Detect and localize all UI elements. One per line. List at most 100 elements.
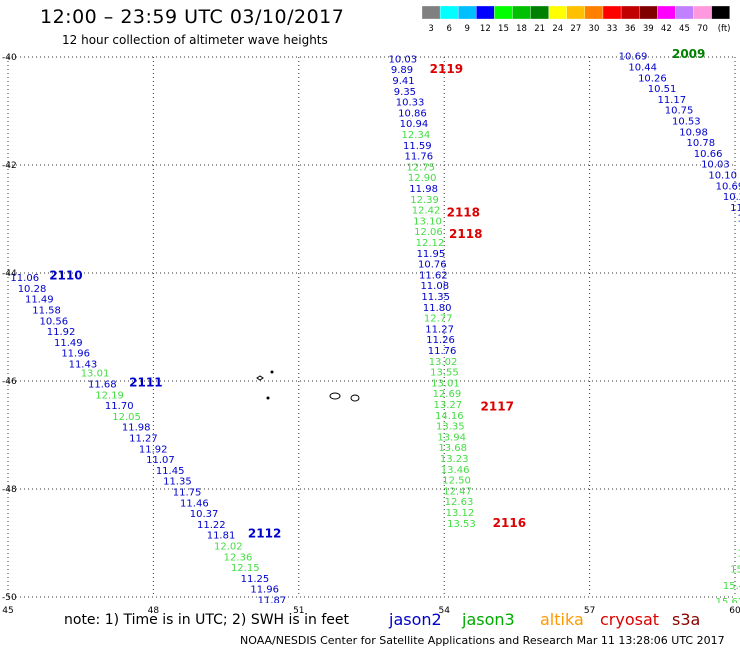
color-scale-label: 27 xyxy=(570,24,581,34)
wave-height-reading: 9.41 xyxy=(392,76,414,87)
color-scale-label: 39 xyxy=(643,24,654,34)
wave-height-reading: 11.62 xyxy=(419,270,448,281)
y-tick-label: -46 xyxy=(2,377,17,387)
footer-credit: NOAA/NESDIS Center for Satellite Applica… xyxy=(240,634,725,647)
wave-height-reading: 13.02 xyxy=(429,357,458,368)
wave-height-reading: 11.96 xyxy=(250,585,279,596)
x-tick-label: 51 xyxy=(293,606,304,616)
wave-height-reading: 15 xyxy=(737,549,740,560)
wave-height-reading: 11.59 xyxy=(403,141,432,152)
wave-height-reading: 10.33 xyxy=(396,98,425,109)
wave-height-reading: 11.98 xyxy=(409,184,438,195)
color-scale-label: 15 xyxy=(498,24,509,34)
color-scale-swatch xyxy=(494,5,513,20)
color-scale-swatch xyxy=(439,5,459,20)
wave-height-reading: 11.92 xyxy=(47,327,76,338)
wave-height-reading: 11.76 xyxy=(428,346,457,357)
satellite-legend-s3a: s3a xyxy=(672,610,701,629)
wave-height-reading: 13.23 xyxy=(440,454,469,465)
wave-height-reading: 11.35 xyxy=(421,292,450,303)
wave-height-reading: 11.06 xyxy=(10,273,39,284)
color-scale-label: 9 xyxy=(465,24,470,34)
wave-height-reading: 10.51 xyxy=(648,84,677,95)
wave-height-reading: 10.78 xyxy=(687,138,716,149)
wave-height-reading: 12.75 xyxy=(406,162,435,173)
wave-height-reading: 11.95 xyxy=(417,249,446,260)
wave-height-reading: 11.43 xyxy=(69,360,98,371)
color-scale-label: 70 xyxy=(697,24,708,34)
wave-height-reading: 10.69 xyxy=(619,52,648,63)
color-scale-label: 24 xyxy=(552,24,563,34)
wave-height-reading: 12.63 xyxy=(445,497,474,508)
wave-height-reading: 10.94 xyxy=(400,119,429,130)
island-shapes xyxy=(256,370,360,402)
color-scale-label: 36 xyxy=(625,24,636,34)
wave-height-reading: 10.10 xyxy=(708,171,737,182)
wave-height-reading: 11.70 xyxy=(105,401,134,412)
wave-height-reading: 15. xyxy=(730,565,740,576)
wave-height-reading: 11.17 xyxy=(657,95,686,106)
color-scale-label: 45 xyxy=(679,24,690,34)
color-scale-label: 21 xyxy=(534,24,545,34)
color-scale-swatch xyxy=(566,5,586,20)
track-time-label: 2119 xyxy=(430,62,463,76)
color-scale-swatch xyxy=(476,5,495,20)
wave-height-reading: 12.47 xyxy=(443,486,472,497)
wave-height-reading: 13.55 xyxy=(430,368,459,379)
color-scale-label: 42 xyxy=(661,24,672,34)
wave-height-reading: 12.50 xyxy=(442,476,471,487)
wave-height-reading: 11.07 xyxy=(146,455,175,466)
wave-height-reading: 11.49 xyxy=(54,338,83,349)
wave-height-reading: 15.4 xyxy=(723,581,740,592)
wave-height-reading: 10.98 xyxy=(679,127,708,138)
wave-height-reading: 14.16 xyxy=(435,411,464,422)
wave-height-reading: 11.92 xyxy=(139,444,168,455)
color-scale-swatch xyxy=(675,5,694,20)
wave-height-reading: 11.81 xyxy=(207,531,236,542)
wave-height-reading: 10.26 xyxy=(638,73,667,84)
wave-height-reading: 10.66 xyxy=(694,149,723,160)
wave-height-reading: 11.49 xyxy=(25,295,54,306)
color-scale-label: 6 xyxy=(446,24,451,34)
color-scale-label: 18 xyxy=(516,24,527,34)
satellite-legend-altika: altika xyxy=(540,610,584,629)
wave-height-reading: 11.76 xyxy=(404,152,433,163)
satellite-legend-jason3: jason3 xyxy=(462,610,515,629)
track-time-label: 2111 xyxy=(129,375,162,389)
wave-height-reading: 11.58 xyxy=(32,306,61,317)
wave-height-reading: 10.69 xyxy=(716,181,740,192)
track-time-label: 2009 xyxy=(672,47,705,61)
wave-height-reading: 12.05 xyxy=(112,412,141,423)
color-scale-swatch xyxy=(711,5,730,20)
wave-height-reading: 15.62 xyxy=(716,597,740,608)
y-tick-label: -44 xyxy=(2,269,17,279)
wave-height-reading: 12.06 xyxy=(414,227,443,238)
wave-height-reading: 13.94 xyxy=(437,432,466,443)
wave-height-reading: 12.34 xyxy=(402,130,431,141)
wave-height-reading: 9.89 xyxy=(391,65,413,76)
color-scale-label: 33 xyxy=(607,24,618,34)
wave-height-reading: 10.28 xyxy=(18,284,47,295)
wave-height-reading: 12.02 xyxy=(214,541,243,552)
wave-height-reading: 10.56 xyxy=(40,316,69,327)
wave-height-reading: 11.80 xyxy=(423,303,452,314)
wave-height-reading: 12.19 xyxy=(95,390,124,401)
color-scale-swatch xyxy=(421,5,441,20)
color-scale-swatch xyxy=(602,5,622,20)
x-tick-label: 48 xyxy=(148,606,160,616)
y-tick-label: -42 xyxy=(2,161,17,171)
y-tick-label: -40 xyxy=(2,53,17,63)
wave-height-reading: 13.12 xyxy=(446,508,475,519)
footer-note: note: 1) Time is in UTC; 2) SWH is in fe… xyxy=(64,612,350,628)
wave-height-reading: 12.12 xyxy=(416,238,445,249)
track-time-label: 2116 xyxy=(493,516,526,530)
wave-height-reading: 11.35 xyxy=(163,477,192,488)
wave-height-reading: 12.36 xyxy=(224,552,253,563)
page-subtitle: 12 hour collection of altimeter wave hei… xyxy=(62,33,328,47)
wave-height-reading: 11.45 xyxy=(156,466,185,477)
wave-height-reading: 11.26 xyxy=(426,335,455,346)
wave-height-reading: 13.01 xyxy=(81,369,110,380)
wave-height-reading: 10.44 xyxy=(628,63,657,74)
wave-height-reading: 12.15 xyxy=(231,563,260,574)
